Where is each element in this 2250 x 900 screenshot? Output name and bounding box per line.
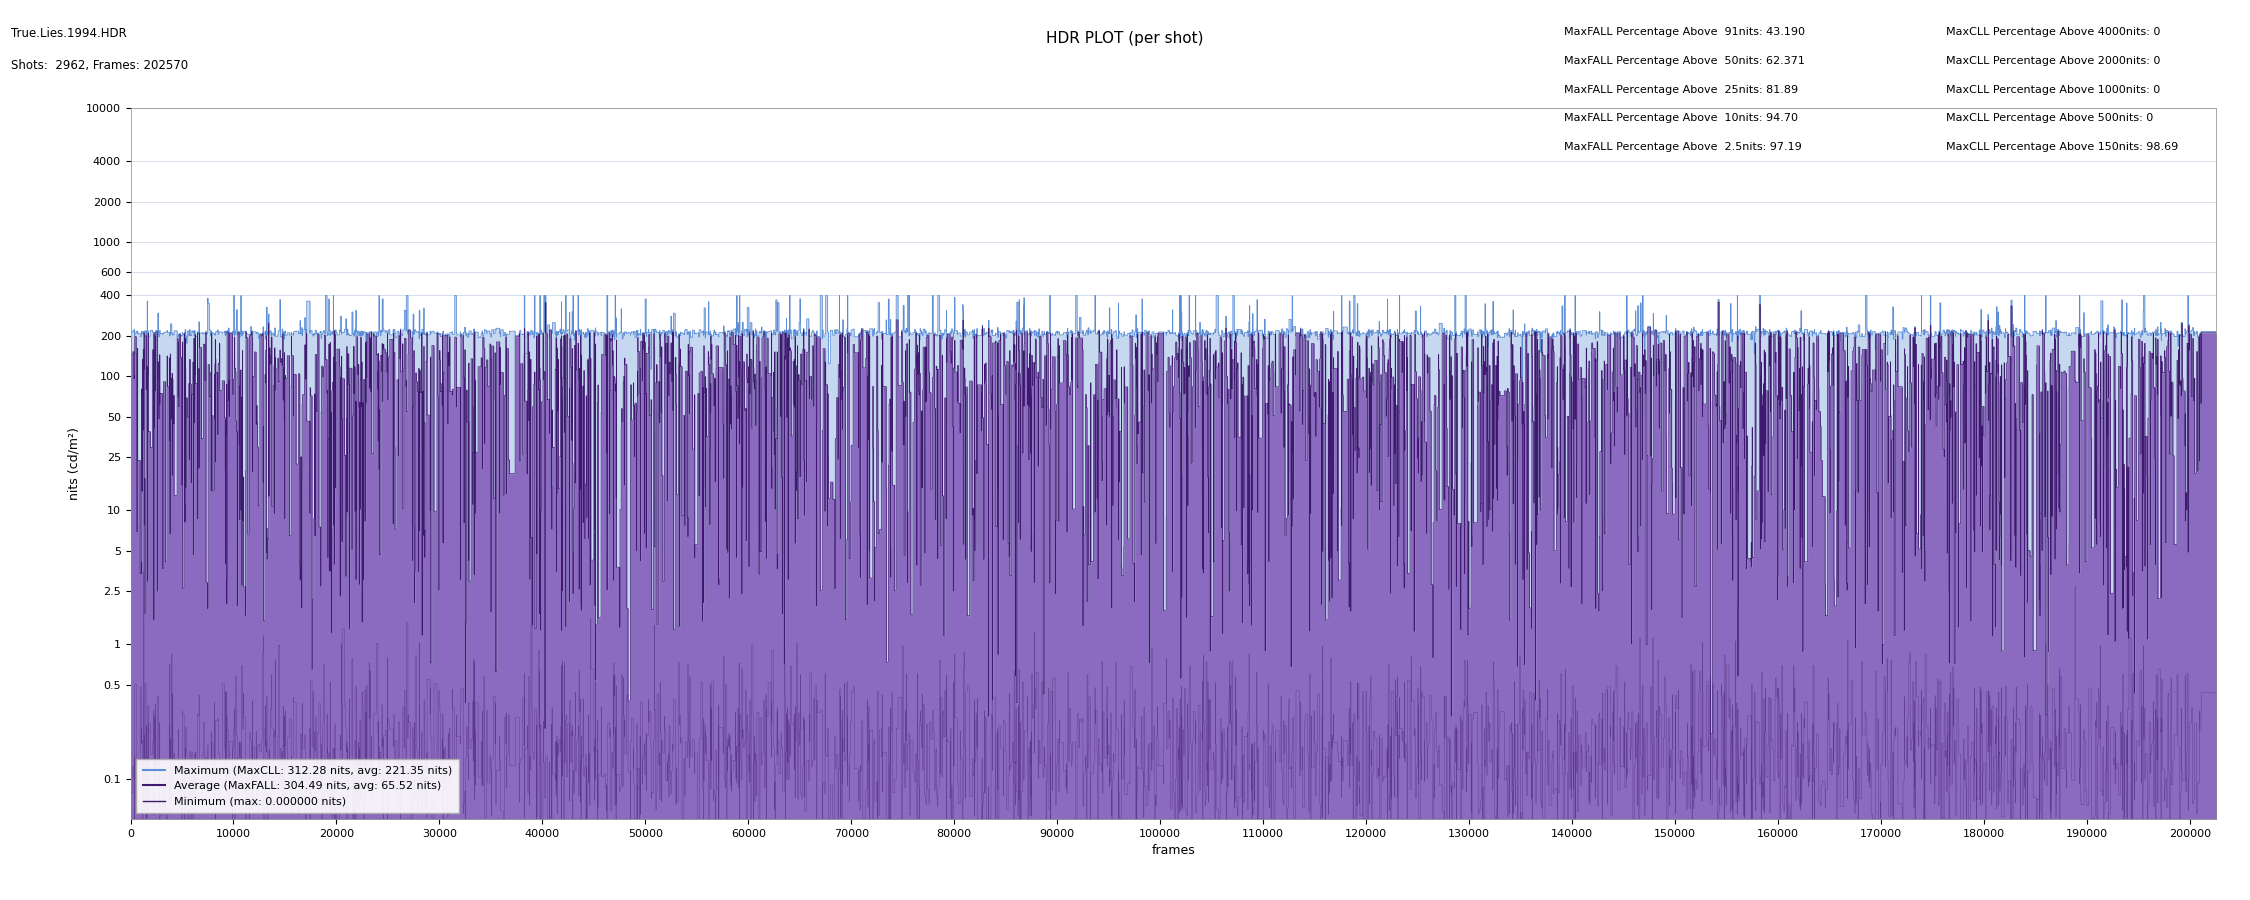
Text: MaxFALL Percentage Above  50nits: 62.371: MaxFALL Percentage Above 50nits: 62.371 bbox=[1564, 56, 1805, 66]
Y-axis label: nits (cd/m²): nits (cd/m²) bbox=[68, 428, 81, 500]
Text: MaxFALL Percentage Above  10nits: 94.70: MaxFALL Percentage Above 10nits: 94.70 bbox=[1564, 113, 1798, 123]
Text: MaxFALL Percentage Above  2.5nits: 97.19: MaxFALL Percentage Above 2.5nits: 97.19 bbox=[1564, 142, 1802, 152]
Text: MaxFALL Percentage Above  25nits: 81.89: MaxFALL Percentage Above 25nits: 81.89 bbox=[1564, 85, 1798, 94]
Text: HDR PLOT (per shot): HDR PLOT (per shot) bbox=[1046, 32, 1204, 47]
Text: MaxFALL Percentage Above  91nits: 43.190: MaxFALL Percentage Above 91nits: 43.190 bbox=[1564, 27, 1805, 37]
X-axis label: frames: frames bbox=[1152, 844, 1195, 858]
Text: Shots:  2962, Frames: 202570: Shots: 2962, Frames: 202570 bbox=[11, 58, 189, 71]
Text: MaxCLL Percentage Above 150nits: 98.69: MaxCLL Percentage Above 150nits: 98.69 bbox=[1946, 142, 2178, 152]
Text: MaxCLL Percentage Above 1000nits: 0: MaxCLL Percentage Above 1000nits: 0 bbox=[1946, 85, 2160, 94]
Text: MaxCLL Percentage Above 500nits: 0: MaxCLL Percentage Above 500nits: 0 bbox=[1946, 113, 2153, 123]
Text: True.Lies.1994.HDR: True.Lies.1994.HDR bbox=[11, 27, 126, 40]
Text: MaxCLL Percentage Above 2000nits: 0: MaxCLL Percentage Above 2000nits: 0 bbox=[1946, 56, 2160, 66]
Text: MaxCLL Percentage Above 4000nits: 0: MaxCLL Percentage Above 4000nits: 0 bbox=[1946, 27, 2160, 37]
Legend: Maximum (MaxCLL: 312.28 nits, avg: 221.35 nits), Average (MaxFALL: 304.49 nits, : Maximum (MaxCLL: 312.28 nits, avg: 221.3… bbox=[135, 759, 459, 814]
